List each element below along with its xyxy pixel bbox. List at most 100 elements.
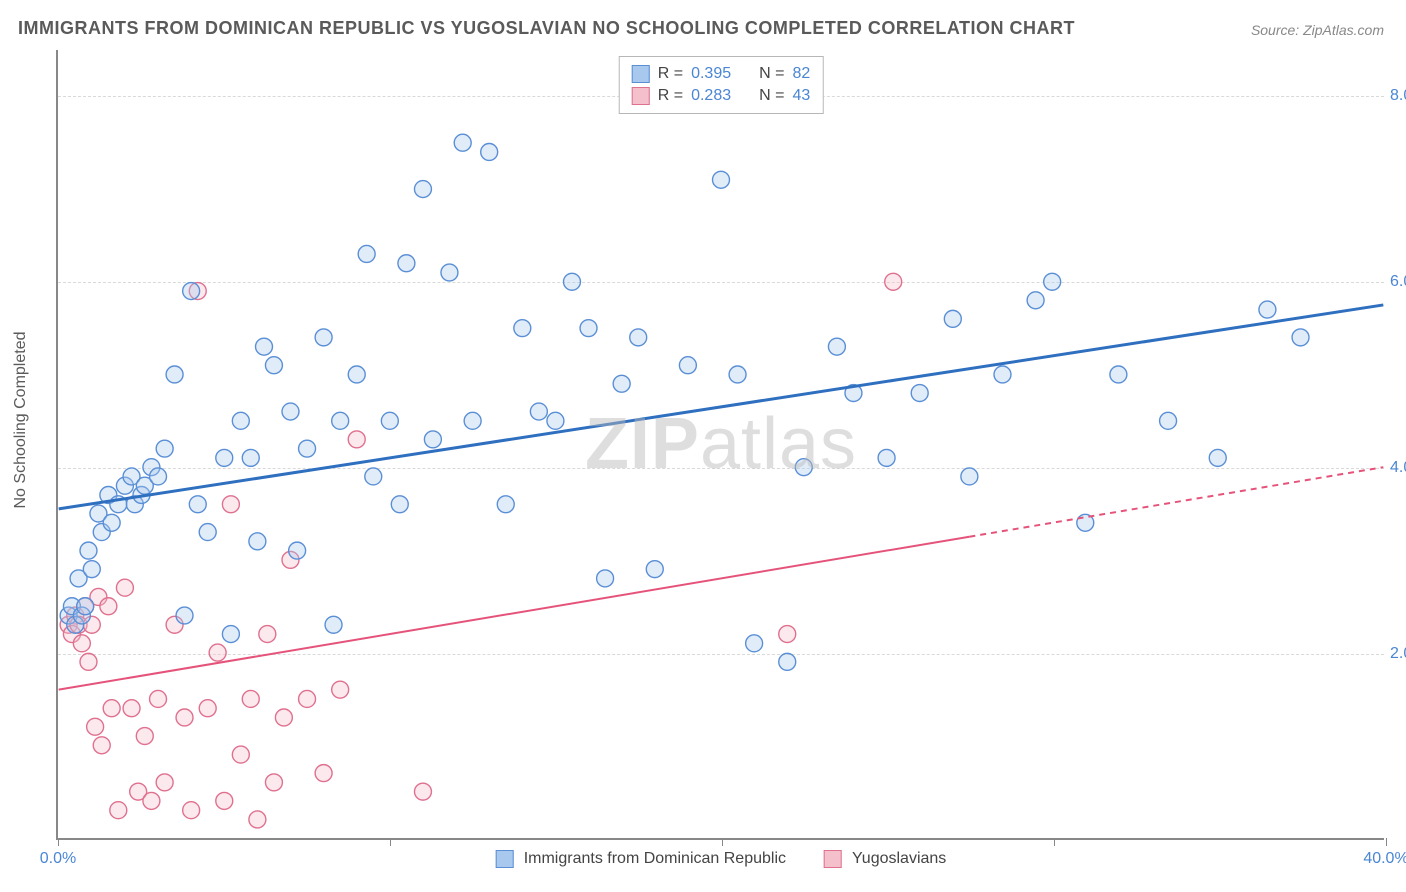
scatter-point <box>156 440 173 457</box>
n-label: N = <box>759 65 784 83</box>
scatter-point <box>282 403 299 420</box>
x-tick-mark <box>1386 838 1387 846</box>
y-tick-label: 8.0% <box>1390 87 1406 105</box>
scatter-point <box>249 811 266 828</box>
scatter-point <box>630 329 647 346</box>
x-tick-mark <box>1054 838 1055 846</box>
scatter-point <box>216 449 233 466</box>
scatter-point <box>183 283 200 300</box>
scatter-point <box>795 459 812 476</box>
scatter-point <box>424 431 441 448</box>
legend-label-series-1: Immigrants from Dominican Republic <box>524 850 786 868</box>
scatter-point <box>398 255 415 272</box>
scatter-point <box>1160 412 1177 429</box>
r-value-series-1: 0.395 <box>691 65 731 83</box>
scatter-point <box>994 366 1011 383</box>
n-value-series-2: 43 <box>792 87 810 105</box>
scatter-point <box>481 143 498 160</box>
plot-area: 2.0%4.0%6.0%8.0% ZIPatlas R = 0.395 N = … <box>56 50 1384 840</box>
legend-swatch-series-1 <box>496 850 514 868</box>
scatter-point <box>381 412 398 429</box>
swatch-series-1 <box>632 65 650 83</box>
scatter-point <box>597 570 614 587</box>
scatter-point <box>123 700 140 717</box>
y-tick-label: 6.0% <box>1390 273 1406 291</box>
trend-line-dashed <box>969 467 1383 537</box>
scatter-point <box>256 338 273 355</box>
scatter-point <box>332 681 349 698</box>
scatter-point <box>199 700 216 717</box>
scatter-point <box>1027 292 1044 309</box>
scatter-point <box>348 431 365 448</box>
scatter-svg <box>58 50 1384 838</box>
scatter-point <box>265 357 282 374</box>
chart-container: IMMIGRANTS FROM DOMINICAN REPUBLIC VS YU… <box>0 0 1406 892</box>
scatter-point <box>514 320 531 337</box>
scatter-point <box>150 690 167 707</box>
scatter-point <box>454 134 471 151</box>
scatter-point <box>242 690 259 707</box>
scatter-point <box>176 607 193 624</box>
x-tick-label: 0.0% <box>40 850 76 868</box>
trend-line <box>59 305 1384 509</box>
r-label: R = <box>658 65 683 83</box>
n-label: N = <box>759 87 784 105</box>
scatter-point <box>358 245 375 262</box>
scatter-point <box>80 653 97 670</box>
scatter-point <box>1110 366 1127 383</box>
scatter-point <box>249 533 266 550</box>
scatter-point <box>189 496 206 513</box>
scatter-point <box>547 412 564 429</box>
n-value-series-1: 82 <box>792 65 810 83</box>
scatter-point <box>332 412 349 429</box>
legend-swatch-series-2 <box>824 850 842 868</box>
scatter-point <box>613 375 630 392</box>
stats-row-series-1: R = 0.395 N = 82 <box>632 63 811 85</box>
scatter-point <box>391 496 408 513</box>
scatter-point <box>73 635 90 652</box>
scatter-point <box>911 385 928 402</box>
scatter-point <box>183 802 200 819</box>
y-tick-label: 4.0% <box>1390 459 1406 477</box>
scatter-point <box>199 524 216 541</box>
scatter-point <box>779 653 796 670</box>
scatter-point <box>325 616 342 633</box>
r-value-series-2: 0.283 <box>691 87 731 105</box>
scatter-point <box>110 802 127 819</box>
scatter-point <box>275 709 292 726</box>
scatter-point <box>646 561 663 578</box>
x-tick-label: 40.0% <box>1363 850 1406 868</box>
scatter-point <box>83 561 100 578</box>
swatch-series-2 <box>632 87 650 105</box>
scatter-point <box>563 273 580 290</box>
scatter-point <box>232 746 249 763</box>
scatter-point <box>116 579 133 596</box>
scatter-point <box>944 310 961 327</box>
scatter-point <box>150 468 167 485</box>
scatter-point <box>87 718 104 735</box>
scatter-point <box>1044 273 1061 290</box>
scatter-point <box>93 737 110 754</box>
scatter-point <box>1292 329 1309 346</box>
scatter-point <box>289 542 306 559</box>
scatter-point <box>679 357 696 374</box>
stats-legend: R = 0.395 N = 82 R = 0.283 N = 43 <box>619 56 824 114</box>
chart-title: IMMIGRANTS FROM DOMINICAN REPUBLIC VS YU… <box>18 18 1075 39</box>
scatter-point <box>209 644 226 661</box>
scatter-point <box>100 598 117 615</box>
x-tick-mark <box>390 838 391 846</box>
scatter-point <box>242 449 259 466</box>
trend-line <box>59 537 970 690</box>
y-axis-label: No Schooling Completed <box>12 332 30 509</box>
scatter-point <box>166 366 183 383</box>
series-legend: Immigrants from Dominican Republic Yugos… <box>496 850 947 868</box>
scatter-point <box>222 496 239 513</box>
r-label: R = <box>658 87 683 105</box>
scatter-point <box>103 700 120 717</box>
scatter-point <box>176 709 193 726</box>
scatter-point <box>961 468 978 485</box>
scatter-point <box>729 366 746 383</box>
scatter-point <box>530 403 547 420</box>
scatter-point <box>1209 449 1226 466</box>
scatter-point <box>497 496 514 513</box>
